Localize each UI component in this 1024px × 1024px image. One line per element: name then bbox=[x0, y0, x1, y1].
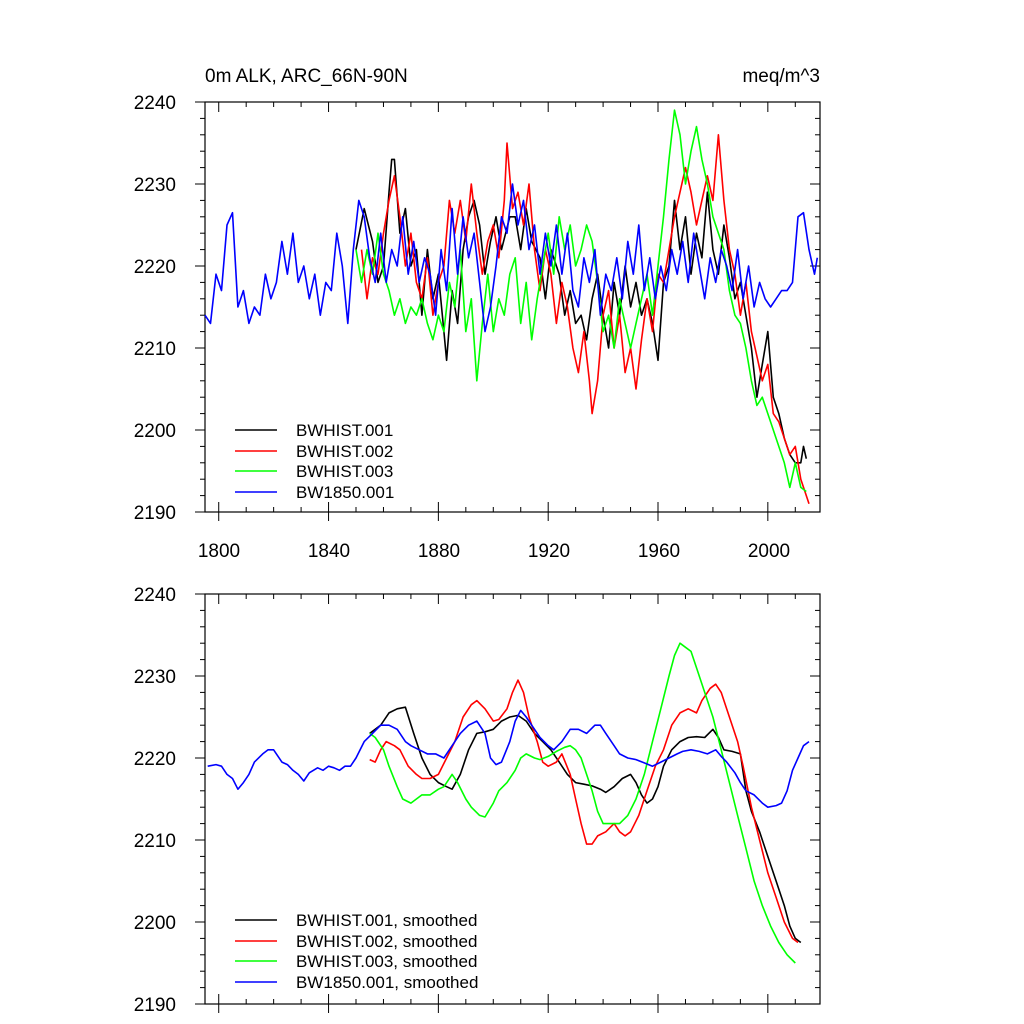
top-x-tick-label: 1960 bbox=[638, 541, 680, 562]
legend-label-bwhist001: BWHIST.001 bbox=[296, 421, 393, 440]
top-y-tick-label: 2230 bbox=[134, 175, 176, 196]
bottom-series-group bbox=[207, 642, 810, 964]
top-series-group bbox=[204, 109, 819, 505]
legend-label-bw1850001: BW1850.001 bbox=[296, 483, 394, 502]
legend-label-bwhist003-smoothed: BWHIST.003, smoothed bbox=[296, 952, 477, 971]
top-chart-units: meq/m^3 bbox=[742, 66, 820, 87]
bottom-y-tick-labels: 2240 2230 2220 2210 2200 2190 bbox=[134, 585, 176, 1016]
bottom-y-tick-label: 2240 bbox=[134, 585, 176, 606]
top-y-tick-label: 2200 bbox=[134, 421, 176, 442]
bottom-plot-area bbox=[207, 642, 810, 964]
legend-label-bwhist002: BWHIST.002 bbox=[296, 442, 393, 461]
series-line-bwhist-003 bbox=[355, 109, 807, 493]
series-line-bwhist-003-smoothed bbox=[369, 642, 796, 964]
series-line-bwhist-001 bbox=[355, 158, 808, 464]
legend-label-bw1850001-smoothed: BW1850.001, smoothed bbox=[296, 973, 478, 992]
series-line-bw1850-001-smoothed bbox=[207, 709, 810, 809]
top-legend: BWHIST.001 BWHIST.002 BWHIST.003 BW1850.… bbox=[235, 421, 394, 502]
bottom-y-tick-label: 2200 bbox=[134, 913, 176, 934]
bottom-y-tick-label: 2190 bbox=[134, 995, 176, 1016]
top-x-tick-label: 1880 bbox=[418, 541, 460, 562]
bottom-y-tick-label: 2220 bbox=[134, 749, 176, 770]
top-y-tick-labels: 2240 2230 2220 2210 2200 2190 bbox=[134, 93, 176, 524]
legend-label-bwhist003: BWHIST.003 bbox=[296, 462, 393, 481]
series-line-bwhist-002-smoothed bbox=[369, 679, 799, 944]
top-x-tick-labels: 1800 1840 1880 1920 1960 2000 bbox=[198, 541, 790, 562]
top-plot-area bbox=[204, 109, 819, 505]
top-x-tick-label: 2000 bbox=[748, 541, 790, 562]
top-x-tick-label: 1920 bbox=[528, 541, 570, 562]
top-y-tick-label: 2220 bbox=[134, 257, 176, 278]
legend-label-bwhist001-smoothed: BWHIST.001, smoothed bbox=[296, 911, 477, 930]
top-x-tick-label: 1800 bbox=[198, 541, 240, 562]
bottom-plot-frame bbox=[204, 593, 821, 1005]
legend-label-bwhist002-smoothed: BWHIST.002, smoothed bbox=[296, 932, 477, 951]
series-line-bwhist-002 bbox=[360, 134, 810, 505]
top-plot-frame bbox=[204, 101, 821, 513]
bottom-y-tick-label: 2210 bbox=[134, 831, 176, 852]
top-x-tick-label: 1840 bbox=[308, 541, 350, 562]
top-axis-ticks bbox=[195, 101, 820, 521]
bottom-legend: BWHIST.001, smoothed BWHIST.002, smoothe… bbox=[235, 911, 478, 992]
top-y-tick-label: 2190 bbox=[134, 503, 176, 524]
series-line-bw1850-001 bbox=[204, 183, 819, 333]
top-chart-title: 0m ALK, ARC_66N-90N bbox=[205, 66, 408, 87]
series-line-bwhist-001-smoothed bbox=[369, 706, 802, 944]
top-y-tick-label: 2210 bbox=[134, 339, 176, 360]
bottom-axis-ticks bbox=[195, 593, 820, 1013]
bottom-y-tick-label: 2230 bbox=[134, 667, 176, 688]
top-y-tick-label: 2240 bbox=[134, 93, 176, 114]
